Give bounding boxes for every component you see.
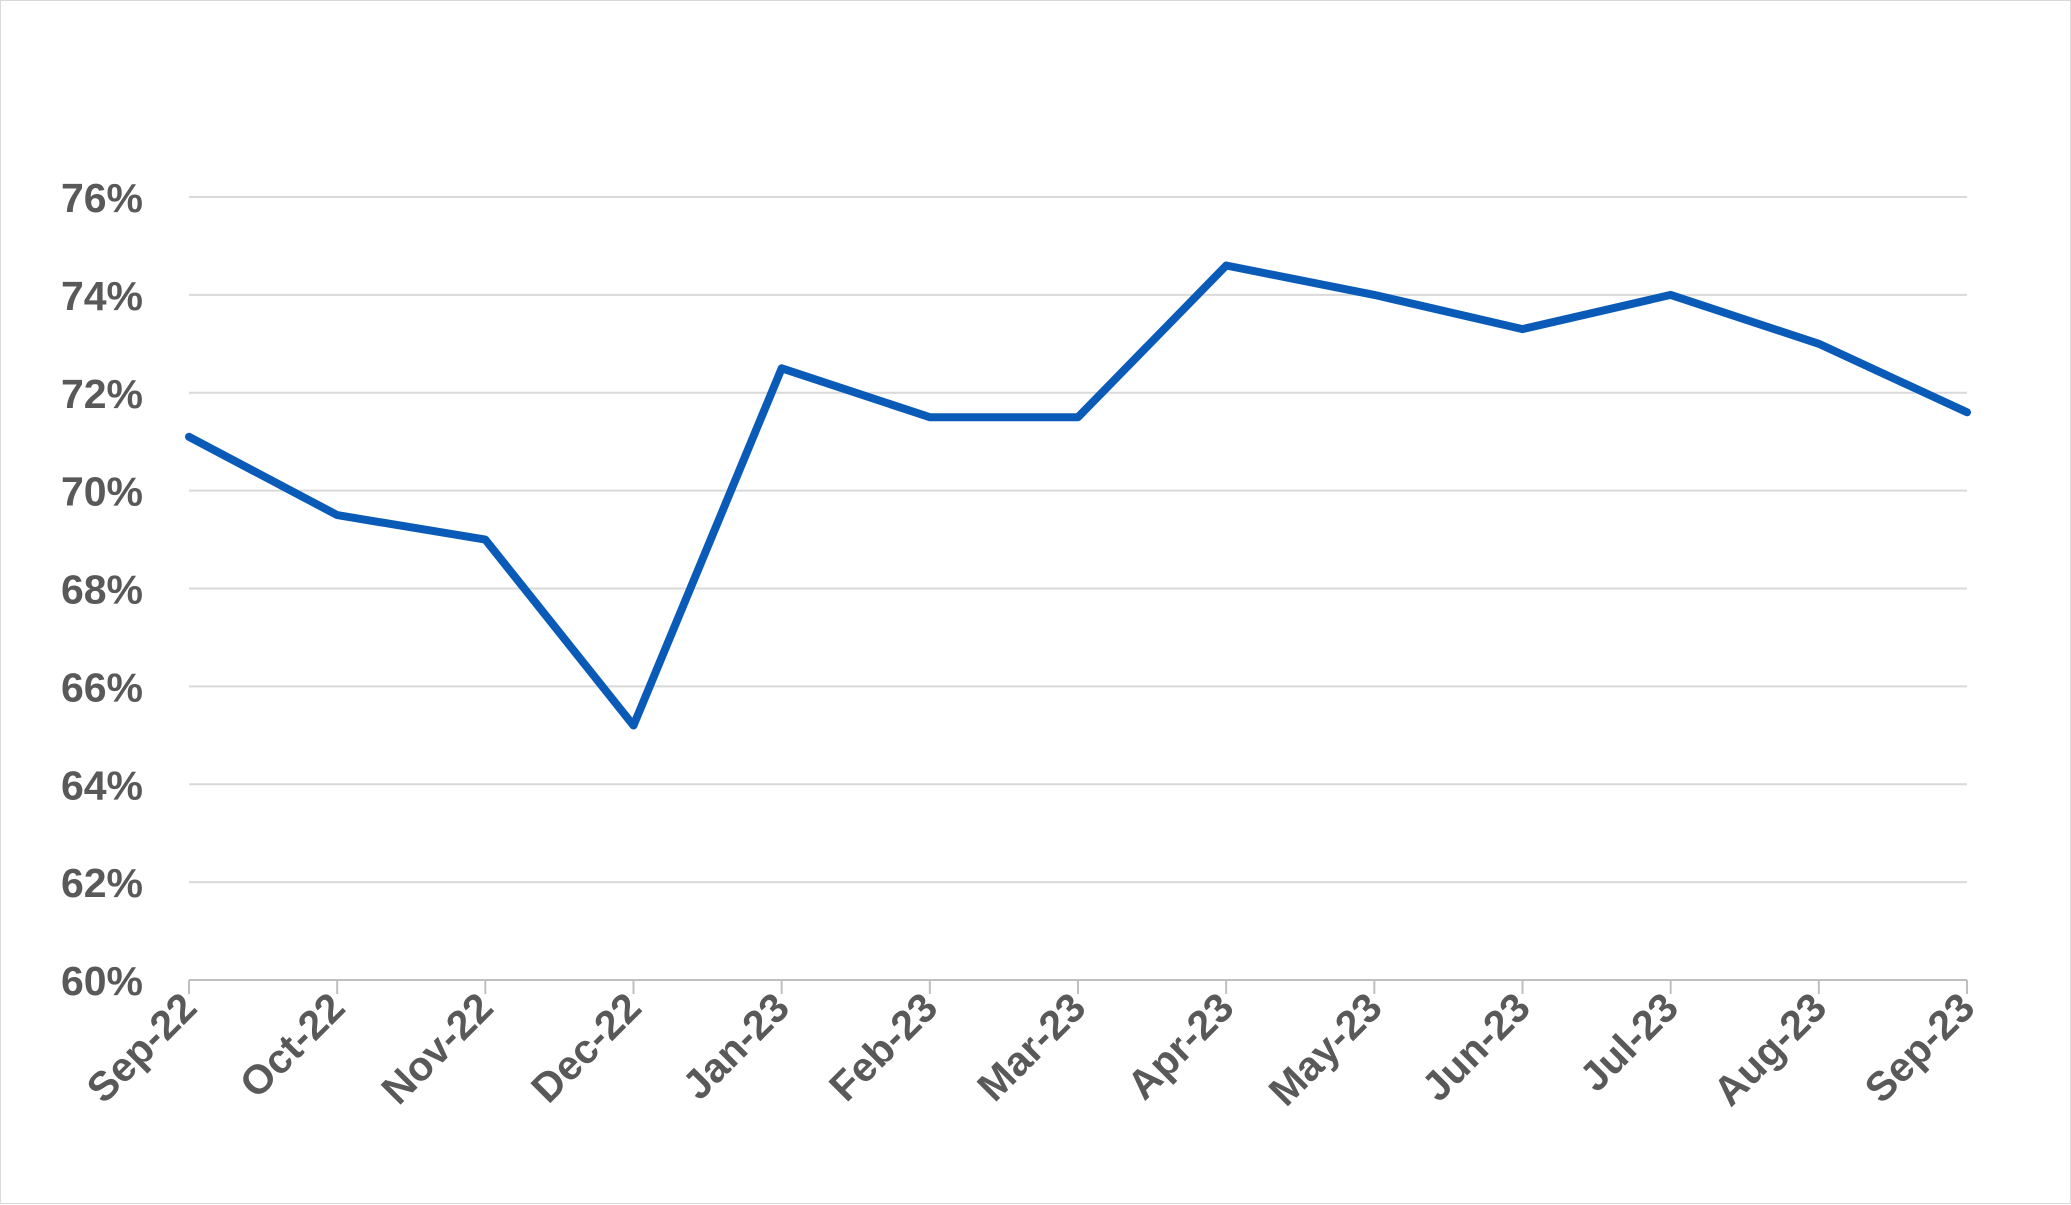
x-tick-label: Sep-23 — [1856, 984, 1984, 1112]
x-tick-label: Mar-23 — [968, 984, 1094, 1110]
x-tick-label: Feb-23 — [820, 984, 946, 1110]
y-tick-label: 62% — [61, 860, 143, 906]
y-tick-label: 70% — [61, 469, 143, 515]
y-tick-label: 60% — [61, 958, 143, 1004]
x-axis: Sep-22 Oct-22 Nov-22 Dec-22 Jan-23 Feb-23 Mar-… — [78, 979, 1984, 1115]
gridlines — [189, 196, 1967, 884]
x-tick-label: Jun-23 — [1413, 984, 1539, 1110]
y-tick-label: 72% — [61, 371, 143, 417]
y-tick-label: 66% — [61, 664, 143, 710]
y-tick-label: 74% — [61, 273, 143, 319]
x-tick-label: Dec-22 — [522, 984, 650, 1112]
y-tick-label: 76% — [61, 175, 143, 221]
y-tick-label: 68% — [61, 567, 143, 613]
y-tick-label: 64% — [61, 762, 143, 808]
x-tick-label: May-23 — [1260, 984, 1391, 1115]
x-tick-label: Jul-23 — [1571, 984, 1687, 1100]
x-tick-label: Aug-23 — [1704, 984, 1835, 1115]
series-layer — [185, 261, 1971, 730]
y-axis: 60% 62% 64% 66% 68% 70% 72% 74% 76% — [61, 175, 143, 1004]
series-line-0 — [185, 261, 1971, 730]
x-tick-label: Oct-22 — [231, 984, 354, 1107]
x-tick-label: Nov-22 — [372, 984, 501, 1113]
x-tick-label: Apr-23 — [1118, 984, 1242, 1108]
x-tick-label: Jan-23 — [674, 984, 798, 1108]
